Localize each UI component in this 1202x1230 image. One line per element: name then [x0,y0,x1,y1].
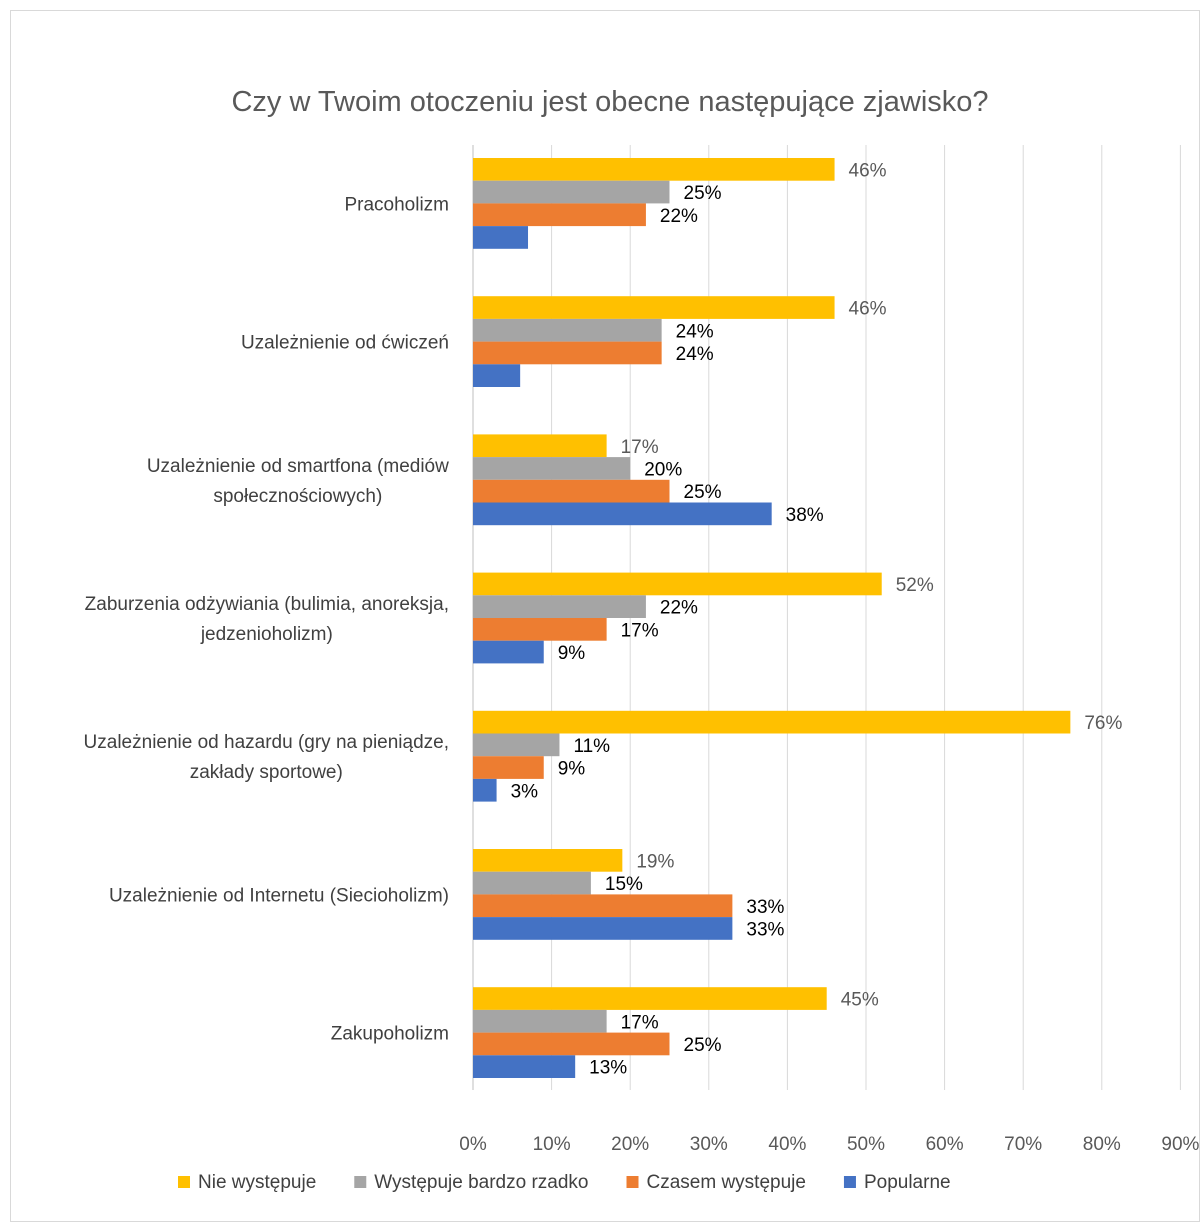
category-labels: Pracoholizm Uzależnienie od ćwiczeń Uzależ… [84,194,450,1044]
bar [473,640,544,664]
bar [473,203,646,227]
data-label: 45% [841,990,879,1011]
category-label: Uzależnienie od Internetu (Siecioholizm) [109,885,449,906]
bar [473,457,631,480]
data-label: 25% [684,1035,722,1056]
data-label: 33% [746,919,784,940]
data-label: 46% [849,299,887,320]
bar [473,1055,576,1078]
x-tick-label: 70% [1004,1134,1042,1155]
data-label: 52% [896,575,934,596]
bar [473,364,521,387]
legend-label: Czasem występuje [647,1172,806,1193]
data-label: 25% [684,183,722,204]
x-tick-label: 20% [611,1134,649,1155]
x-tick-label: 10% [533,1134,571,1155]
bar [473,778,497,802]
bar [473,318,662,342]
category-label: Zaburzenia odżywiania (bulimia, anoreksj… [85,594,449,615]
data-label: 17% [621,437,659,458]
data-label: 24% [676,321,714,342]
legend-swatch [178,1176,190,1188]
bar [473,434,607,458]
bar [473,341,662,365]
legend: Nie występuje Występuje bardzo rzadko Czas… [178,1172,951,1193]
category-label: Uzależnienie od smartfona (mediów [147,456,449,477]
x-tick-label: 40% [768,1134,806,1155]
bar [473,572,882,596]
bar [473,479,670,503]
data-label: 15% [605,874,643,895]
data-label: 17% [621,620,659,641]
bar [473,917,733,940]
bar [473,710,1071,734]
data-label: 20% [644,459,682,480]
data-label: 38% [786,505,824,526]
bar [473,871,591,895]
data-label: 24% [676,344,714,365]
data-label: 9% [558,643,586,664]
x-tick-label: 60% [926,1134,964,1155]
x-tick-label: 90% [1161,1134,1199,1155]
data-label: 22% [660,598,698,619]
category-label: jedzenioholizm) [200,624,333,645]
bar [473,502,772,526]
legend-label: Popularne [864,1172,951,1193]
bar [473,226,529,249]
legend-label: Nie występuje [198,1172,316,1193]
data-label: 33% [746,897,784,918]
data-label: 13% [589,1058,627,1079]
bars [473,158,1071,1078]
bar [473,296,835,319]
data-labels: 46%25%22%46%24%24%17%20%25%38%52%22%17%9… [511,160,1123,1078]
data-label: 76% [1084,713,1122,734]
bar [473,987,827,1010]
data-label: 11% [573,736,610,757]
bar [473,595,646,618]
data-label: 9% [558,759,586,780]
data-label: 22% [660,206,698,227]
data-label: 3% [511,781,539,802]
x-axis-ticks: 0% 10% 20% 30% 40% 50% 60% 70% 80% 90% [459,1134,1199,1155]
category-label: Uzależnienie od hazardu (gry na pieniądz… [84,732,449,753]
bar [473,733,560,757]
bar [473,158,835,181]
legend-swatch [626,1176,639,1188]
category-label: zakłady sportowe) [190,762,343,783]
x-tick-label: 0% [459,1134,487,1155]
data-label: 19% [636,851,674,872]
data-label: 25% [684,482,722,503]
x-tick-label: 80% [1083,1134,1121,1155]
category-label: społecznościowych) [213,486,382,507]
bar [473,618,607,641]
legend-label: Występuje bardzo rzadko [374,1172,588,1193]
bar [473,894,733,918]
category-label: Pracoholizm [344,194,449,215]
bar [473,1009,607,1033]
data-label: 46% [849,160,887,181]
bar [473,180,670,204]
bar [473,756,544,779]
category-label: Zakupoholizm [331,1024,449,1045]
legend-swatch [354,1176,367,1188]
x-tick-label: 30% [690,1134,728,1155]
chart-title: Czy w Twoim otoczeniu jest obecne następ… [231,86,988,118]
data-label: 17% [621,1012,659,1033]
legend-swatch [843,1176,856,1188]
category-label: Uzależnienie od ćwiczeń [241,333,449,354]
bar [473,1032,670,1056]
bar [473,849,623,872]
x-tick-label: 50% [847,1134,885,1155]
